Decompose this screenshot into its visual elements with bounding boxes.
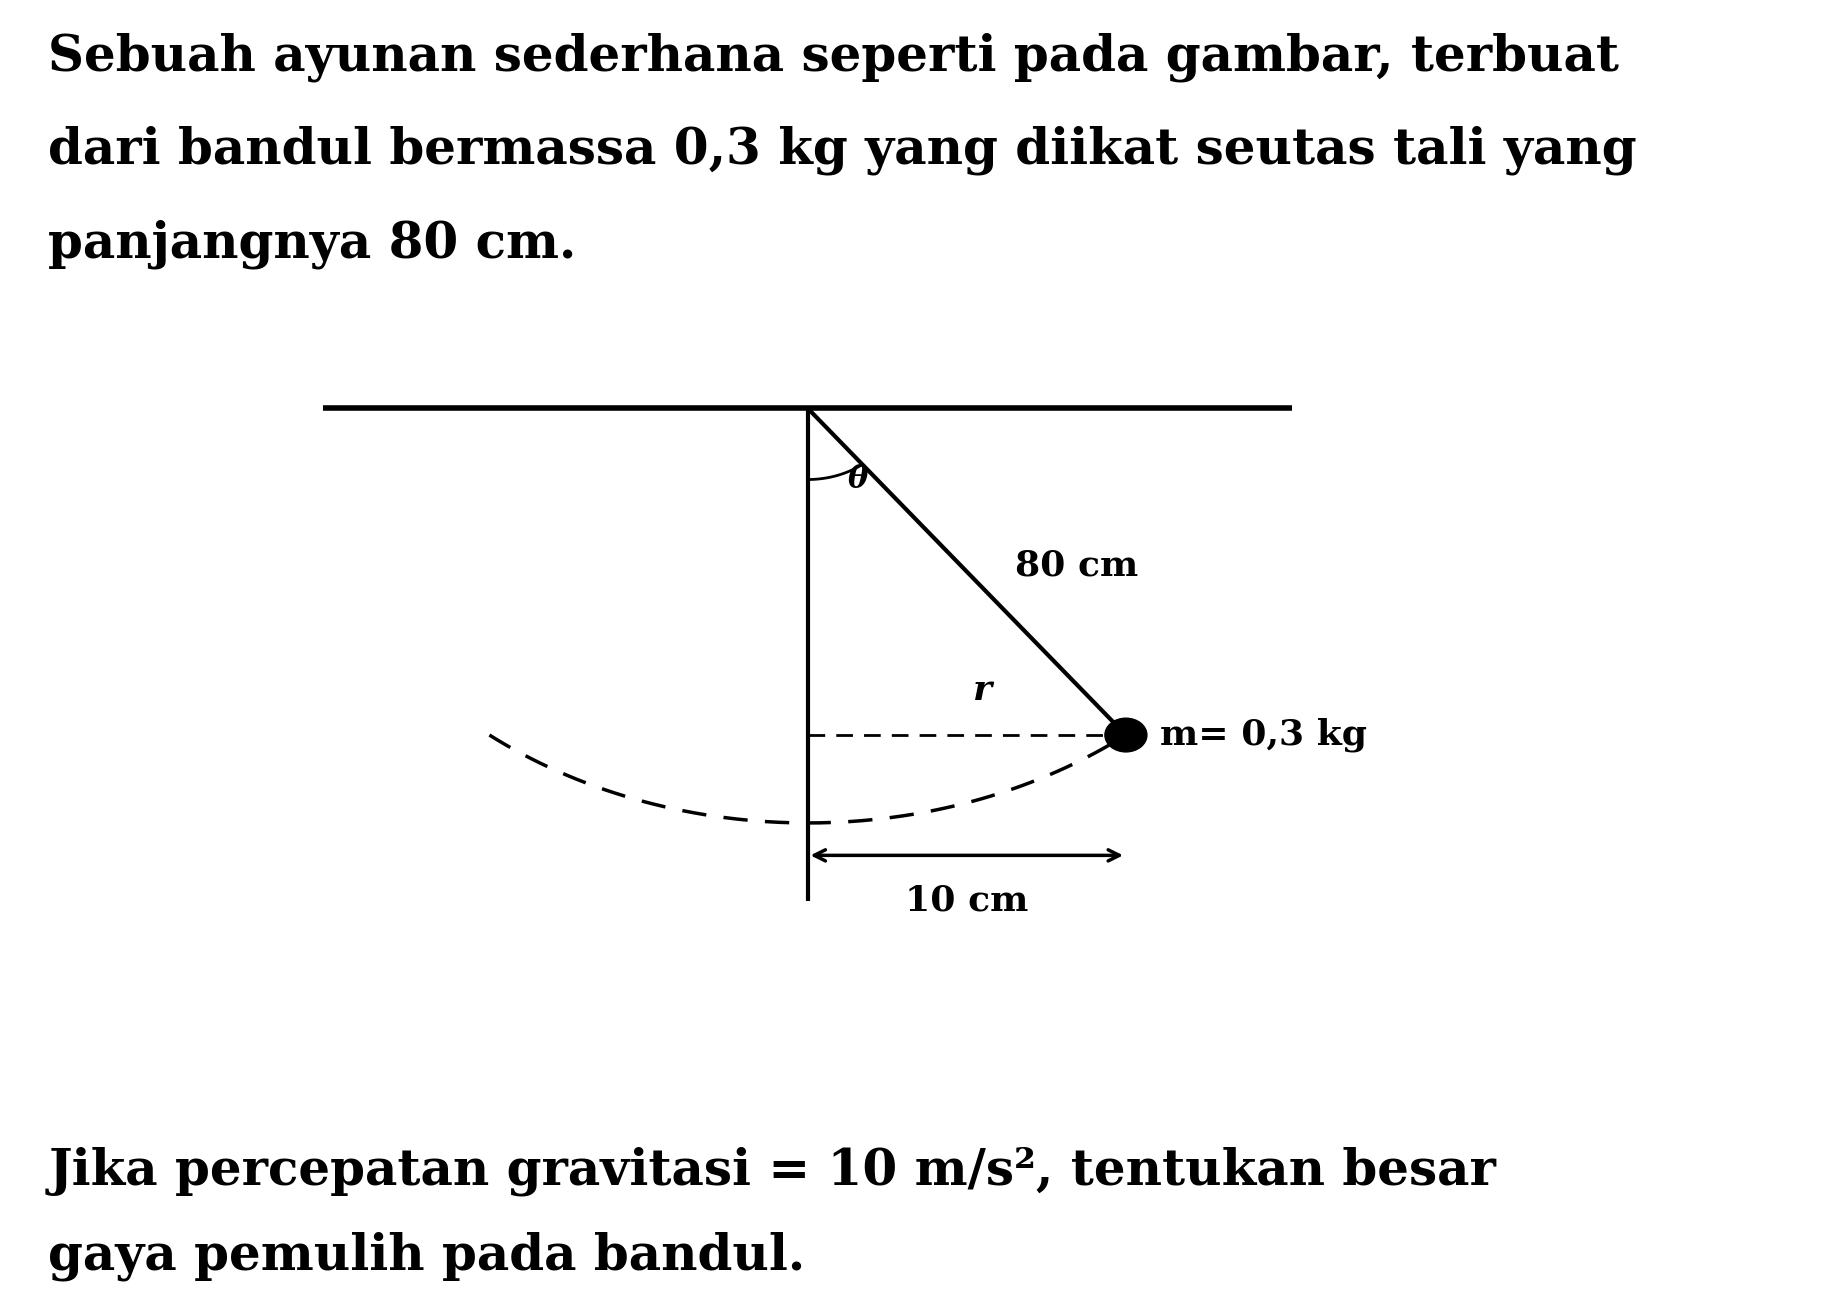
Text: 10 cm: 10 cm	[905, 884, 1028, 918]
Text: r: r	[973, 673, 991, 706]
Text: m= 0,3 kg: m= 0,3 kg	[1160, 718, 1366, 752]
Text: Jika percepatan gravitasi = 10 m/s², tentukan besar: Jika percepatan gravitasi = 10 m/s², ten…	[48, 1147, 1496, 1196]
Circle shape	[1105, 718, 1147, 752]
Text: panjangnya 80 cm.: panjangnya 80 cm.	[48, 219, 576, 268]
Text: θ: θ	[849, 464, 869, 495]
Text: Sebuah ayunan sederhana seperti pada gambar, terbuat: Sebuah ayunan sederhana seperti pada gam…	[48, 32, 1619, 82]
Text: gaya pemulih pada bandul.: gaya pemulih pada bandul.	[48, 1231, 805, 1280]
Text: dari bandul bermassa 0,3 kg yang diikat seutas tali yang: dari bandul bermassa 0,3 kg yang diikat …	[48, 126, 1637, 175]
Text: 80 cm: 80 cm	[1015, 548, 1138, 582]
